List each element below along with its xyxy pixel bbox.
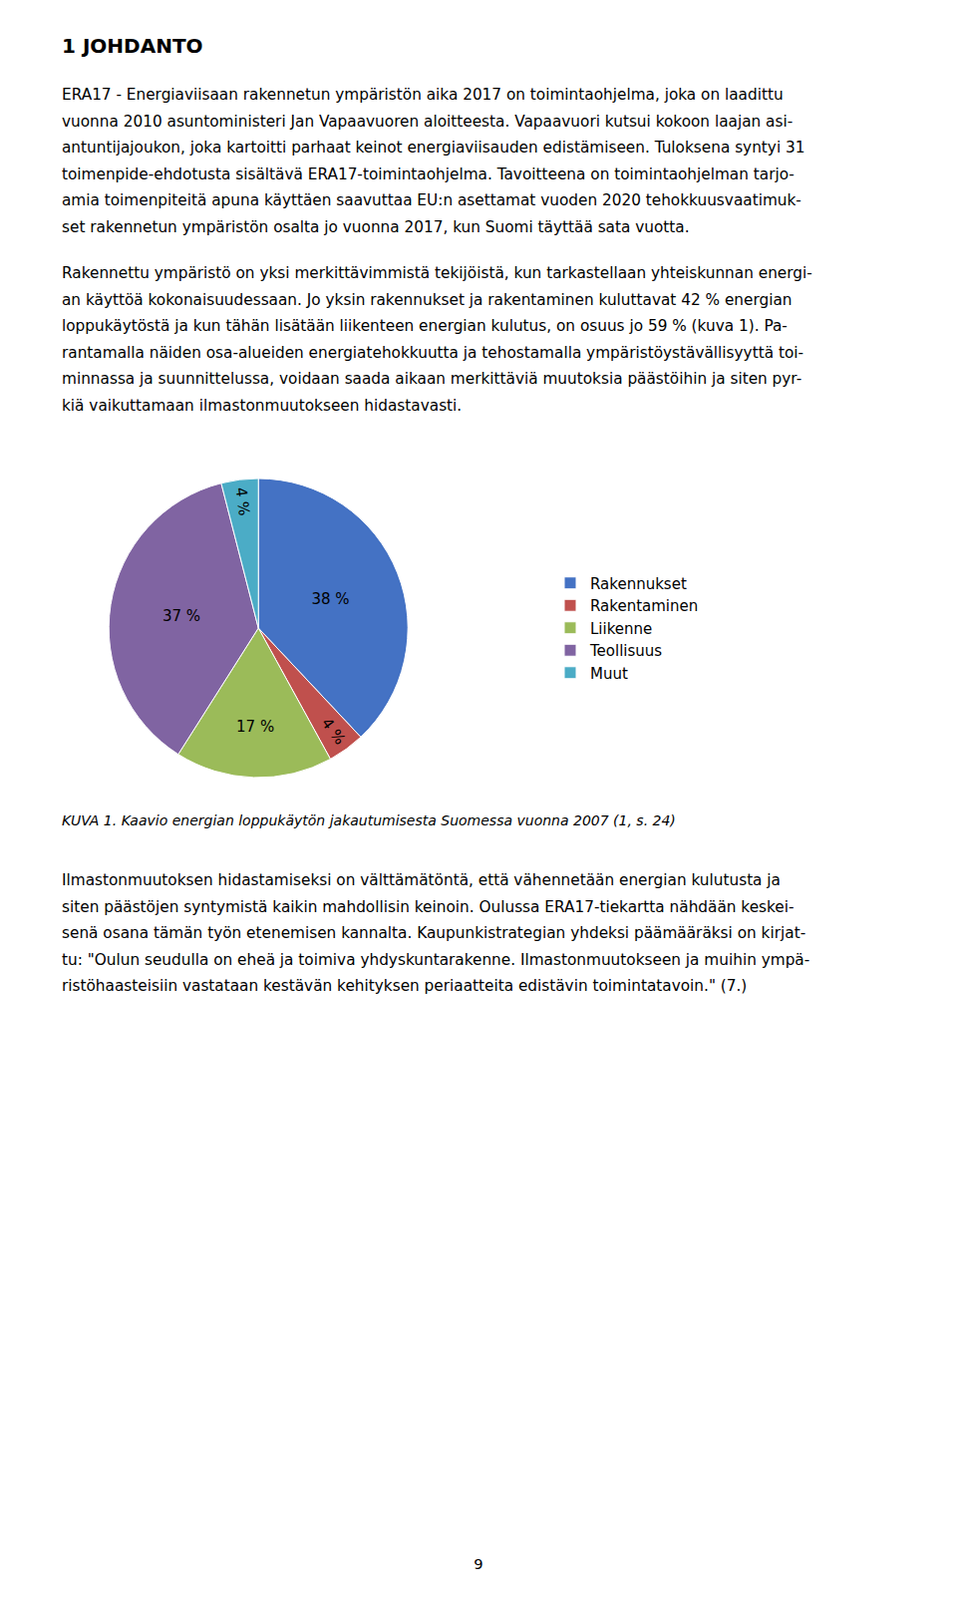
html-text:Rakennettu ympäristö on yksi m: Rakennettu ympäristö on yksi merkittävim… [61,264,813,283]
html-text:senä osana tämän työn etenemis: senä osana tämän työn etenemisen kannalt… [61,924,806,943]
svg-text:Rakentaminen: Rakentaminen [590,597,698,616]
svg-text:Rakennukset: Rakennukset [590,575,687,594]
svg-text:Muut: Muut [590,664,629,683]
html-text:antuntijajoukon, joka kartoitt: antuntijajoukon, joka kartoitti parhaat … [61,138,805,157]
html-text:ristöhaasteisiin vastataan kes: ristöhaasteisiin vastataan kestävän kehi… [61,976,747,995]
svg-text:4 %: 4 % [231,486,253,518]
svg-text:4 %: 4 % [318,714,349,749]
html-text:9: 9 [473,1555,484,1573]
html-text:vuonna 2010 asuntoministeri Ja: vuonna 2010 asuntoministeri Jan Vapaavuo… [61,112,793,131]
svg-text:38 %: 38 % [311,590,349,609]
html-text:loppukäytöstä ja kun tähän lis: loppukäytöstä ja kun tähän lisätään liik… [61,317,788,335]
html-text:minnassa ja suunnittelussa, vo: minnassa ja suunnittelussa, voidaan saad… [61,369,802,388]
html-text:kiä vaikuttamaan ilmastonmuuto: kiä vaikuttamaan ilmastonmuutokseen hida… [61,396,462,415]
html-text:KUVA 1. Kaavio energian loppuk: KUVA 1. Kaavio energian loppukäytön jaka… [61,812,676,829]
html-text:tu: "Oulun seudulla on eheä ja: tu: "Oulun seudulla on eheä ja toimiva y… [61,950,810,969]
svg-text:Teollisuus: Teollisuus [589,641,662,660]
svg-text:17 %: 17 % [236,717,275,736]
html-text:rantamalla näiden osa-alueiden: rantamalla näiden osa-alueiden energiate… [61,343,804,362]
svg-text:Liikenne: Liikenne [590,620,652,638]
html-text:siten päästöjen syntymistä kai: siten päästöjen syntymistä kaikin mahdol… [61,897,795,916]
html-text:ERA17 - Energiaviisaan rakenne: ERA17 - Energiaviisaan rakennetun ympäri… [61,85,784,104]
html-text:1 JOHDANTO: 1 JOHDANTO [61,33,203,58]
html-text:set rakennetun ympäristön osal: set rakennetun ympäristön osalta jo vuon… [61,217,690,236]
html-text:toimenpide-ehdotusta sisältävä: toimenpide-ehdotusta sisältävä ERA17-toi… [61,164,795,183]
html-text:amia toimenpiteitä apuna käytt: amia toimenpiteitä apuna käyttäen saavut… [61,191,802,210]
svg-text:37 %: 37 % [162,607,201,626]
html-text:Ilmastonmuutoksen hidastamisek: Ilmastonmuutoksen hidastamiseksi on vält… [61,871,781,890]
html-text:an käyttöä kokonaisuudessaan.: an käyttöä kokonaisuudessaan. Jo yksin r… [61,290,793,309]
